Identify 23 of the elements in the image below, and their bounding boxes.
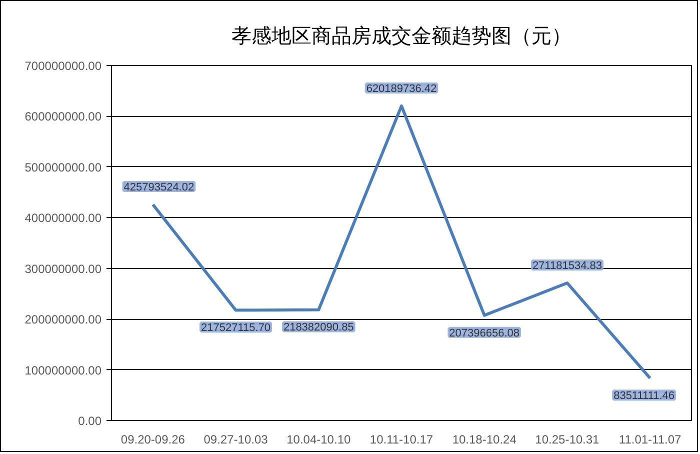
x-tick-label: 10.25-10.31 (535, 432, 600, 446)
y-tick-label: 700000000.00 (24, 59, 102, 73)
data-label: 207396656.08 (449, 327, 520, 340)
data-label: 271181534.83 (532, 260, 602, 272)
y-tick-label: 400000000.00 (24, 211, 102, 226)
y-tick-label: 100000000.00 (24, 363, 102, 378)
x-tick-label: 10.18-10.24 (452, 432, 517, 446)
x-tick-label: 10.11-10.17 (370, 432, 434, 446)
y-tick-label: 300000000.00 (24, 262, 102, 276)
data-label: 425793524.02 (124, 182, 194, 194)
y-tick-label: 0.00 (78, 414, 102, 428)
x-tick-label: 10.04-10.10 (286, 432, 351, 446)
chart-title: 孝感地区商品房成交金额趋势图（元） (232, 24, 572, 48)
x-tick-label: 09.20-09.26 (120, 432, 186, 446)
data-label: 83511111.46 (614, 390, 675, 402)
data-label: 620189736.42 (366, 82, 437, 95)
x-tick-label: 09.27-10.03 (204, 432, 268, 446)
y-tick-label: 200000000.00 (24, 312, 102, 327)
data-label: 217527115.70 (201, 322, 271, 334)
y-tick-label: 500000000.00 (24, 160, 102, 174)
data-label: 218382090.85 (283, 322, 354, 334)
x-tick-label: 11.01-11.07 (618, 432, 682, 446)
y-tick-label: 600000000.00 (24, 110, 102, 124)
